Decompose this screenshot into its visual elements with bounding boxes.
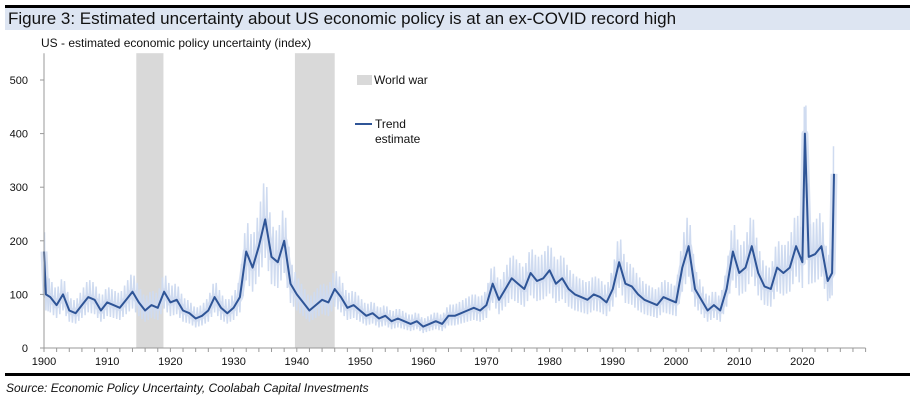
legend-trend-label-2: estimate bbox=[375, 132, 421, 146]
x-tick-label: 1950 bbox=[348, 356, 372, 368]
title-bar bbox=[5, 8, 910, 30]
x-tick-label: 1980 bbox=[537, 356, 561, 368]
x-tick-label: 1930 bbox=[221, 356, 245, 368]
y-tick-label: 0 bbox=[22, 343, 28, 355]
top-rule bbox=[5, 5, 910, 8]
legend-trend-label: Trend bbox=[375, 117, 406, 131]
trend-line bbox=[43, 132, 835, 328]
y-tick-label: 200 bbox=[10, 236, 28, 248]
chart-title: US - estimated economic policy uncertain… bbox=[41, 36, 312, 50]
x-tick-label: 2010 bbox=[727, 356, 751, 368]
x-tick-label: 1910 bbox=[95, 356, 119, 368]
x-tick-label: 1920 bbox=[158, 356, 182, 368]
y-tick-label: 400 bbox=[10, 129, 28, 141]
figure-title: Figure 3: Estimated uncertainty about US… bbox=[8, 9, 677, 28]
x-tick-label: 1970 bbox=[474, 356, 498, 368]
legend-world-war-swatch bbox=[357, 75, 372, 85]
source-note: Source: Economic Policy Uncertainty, Coo… bbox=[6, 381, 369, 395]
y-tick-label: 500 bbox=[10, 75, 28, 87]
y-tick-label: 100 bbox=[10, 289, 28, 301]
x-tick-label: 1990 bbox=[601, 356, 625, 368]
bottom-rule bbox=[5, 373, 910, 376]
y-tick-label: 300 bbox=[10, 182, 28, 194]
x-tick-label: 1960 bbox=[411, 356, 435, 368]
x-tick-label: 1940 bbox=[285, 356, 309, 368]
legend-world-war-label: World war bbox=[374, 73, 428, 87]
x-tick-label: 2000 bbox=[664, 356, 688, 368]
x-tick-label: 2020 bbox=[790, 356, 814, 368]
x-tick-label: 1900 bbox=[32, 356, 56, 368]
